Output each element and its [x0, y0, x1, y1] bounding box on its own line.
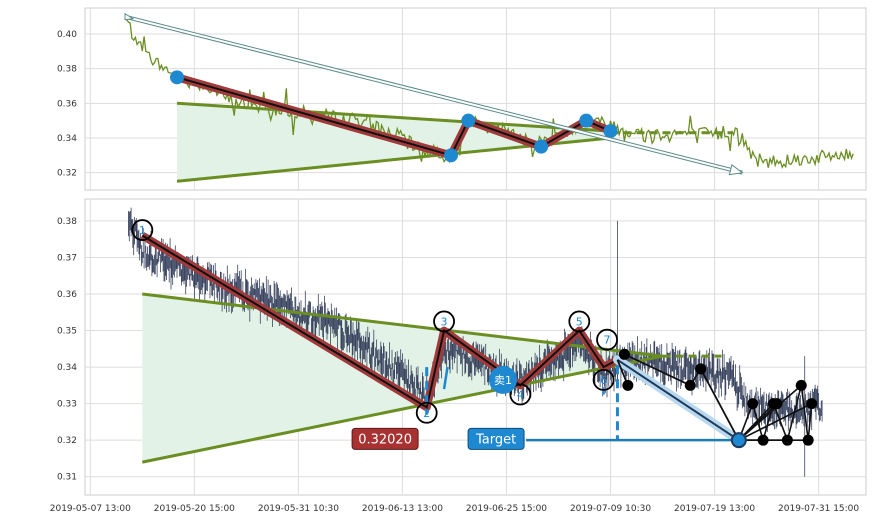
sell-marker [489, 365, 518, 394]
wave-point-marker [433, 310, 455, 333]
black-connector [738, 384, 802, 441]
black-connector [699, 368, 740, 441]
wave-point-marker [509, 383, 532, 406]
wave-point-label: 4 [517, 389, 524, 402]
bottom-y-tick-label: 0.37 [57, 253, 77, 263]
black-connector [738, 402, 813, 441]
top-arrow-head [728, 164, 744, 176]
top-y-tick-label: 0.36 [57, 99, 77, 109]
top-zigzag-marker [461, 113, 476, 128]
bottom-y-tick-label: 0.36 [57, 290, 77, 300]
target-badge-label: Target [475, 432, 516, 447]
top-zigzag-marker [170, 70, 185, 85]
x-tick-label: 2019-05-20 15:00 [154, 504, 235, 514]
top-arrow-shaft [124, 15, 743, 174]
black-point [757, 434, 769, 446]
wave-point-label: 7 [604, 334, 611, 347]
bottom-triangle-upper [142, 292, 663, 358]
wave-point-label: 6 [600, 374, 607, 387]
top-y-tick-label: 0.40 [57, 30, 77, 40]
x-tick-label: 2019-07-09 10:30 [570, 504, 651, 514]
black-point [806, 398, 818, 410]
black-point [771, 398, 783, 410]
black-connector [624, 353, 691, 387]
wave-point-marker [415, 401, 438, 424]
x-tick-label: 2019-06-13 13:00 [362, 504, 443, 514]
bottom-panel: 0.31 0.32 0.33 0.34 0.35 0.36 0.37 0.38 1 2 3 4 5 6 7 卖… [57, 198, 867, 496]
bottom-y-tick-label: 0.32 [57, 436, 77, 446]
top-y-tick-label: 0.34 [57, 134, 77, 144]
black-point [802, 434, 814, 446]
price-badge-label: 0.32020 [358, 432, 412, 447]
black-point [618, 348, 630, 360]
top-zigzag-marker [534, 139, 549, 154]
black-point [781, 434, 793, 446]
top-y-tick-label: 0.32 [57, 169, 77, 179]
wave-point-marker [568, 310, 591, 333]
wave-point-marker [131, 219, 154, 241]
wave-point-marker [592, 368, 615, 391]
x-tick-label: 2019-05-31 10:30 [258, 504, 339, 514]
wave-point-label: 2 [423, 407, 430, 420]
wave-point-label: 5 [576, 315, 583, 328]
top-y-tick-label: 0.38 [57, 65, 77, 75]
top-zigzag-marker [603, 124, 618, 139]
x-tick-label: 2019-07-31 15:00 [778, 504, 859, 514]
wave-point-marker [596, 328, 618, 351]
target-line [616, 358, 740, 442]
black-point [684, 379, 696, 391]
top-zigzag-marker [443, 148, 458, 163]
wave-point-label: 3 [441, 315, 448, 328]
black-point [747, 398, 759, 410]
target-badge [467, 427, 525, 450]
x-tick-label: 2019-06-25 15:00 [466, 504, 547, 514]
black-point [795, 379, 807, 391]
bottom-y-tick-label: 0.38 [57, 217, 77, 227]
x-tick-label: 2019-07-19 13:00 [674, 504, 755, 514]
price-badge [351, 427, 419, 450]
black-point [622, 379, 634, 391]
wave-point-label: 1 [139, 224, 146, 237]
bottom-y-tick-label: 0.33 [57, 400, 77, 410]
x-tick-label: 2019-05-07 13:00 [50, 504, 131, 514]
sell-marker-label: 卖1 [494, 374, 512, 387]
black-point [695, 363, 707, 375]
wave-tick [442, 366, 449, 390]
bottom-y-tick-label: 0.31 [57, 473, 77, 483]
top-panel: 0.32 0.34 0.36 0.38 0.40 [57, 7, 867, 191]
bottom-y-tick-label: 0.34 [57, 363, 77, 373]
bottom-y-tick-label: 0.35 [57, 327, 77, 337]
x-axis: 2019-05-07 13:00 2019-05-20 15:00 2019-05-… [50, 504, 860, 514]
top-triangle-upper [176, 101, 611, 133]
bottom-triangle-lower [142, 354, 663, 464]
top-arrow-tail [124, 12, 135, 21]
target-point-marker [730, 432, 747, 449]
top-zigzag-marker [579, 113, 594, 128]
